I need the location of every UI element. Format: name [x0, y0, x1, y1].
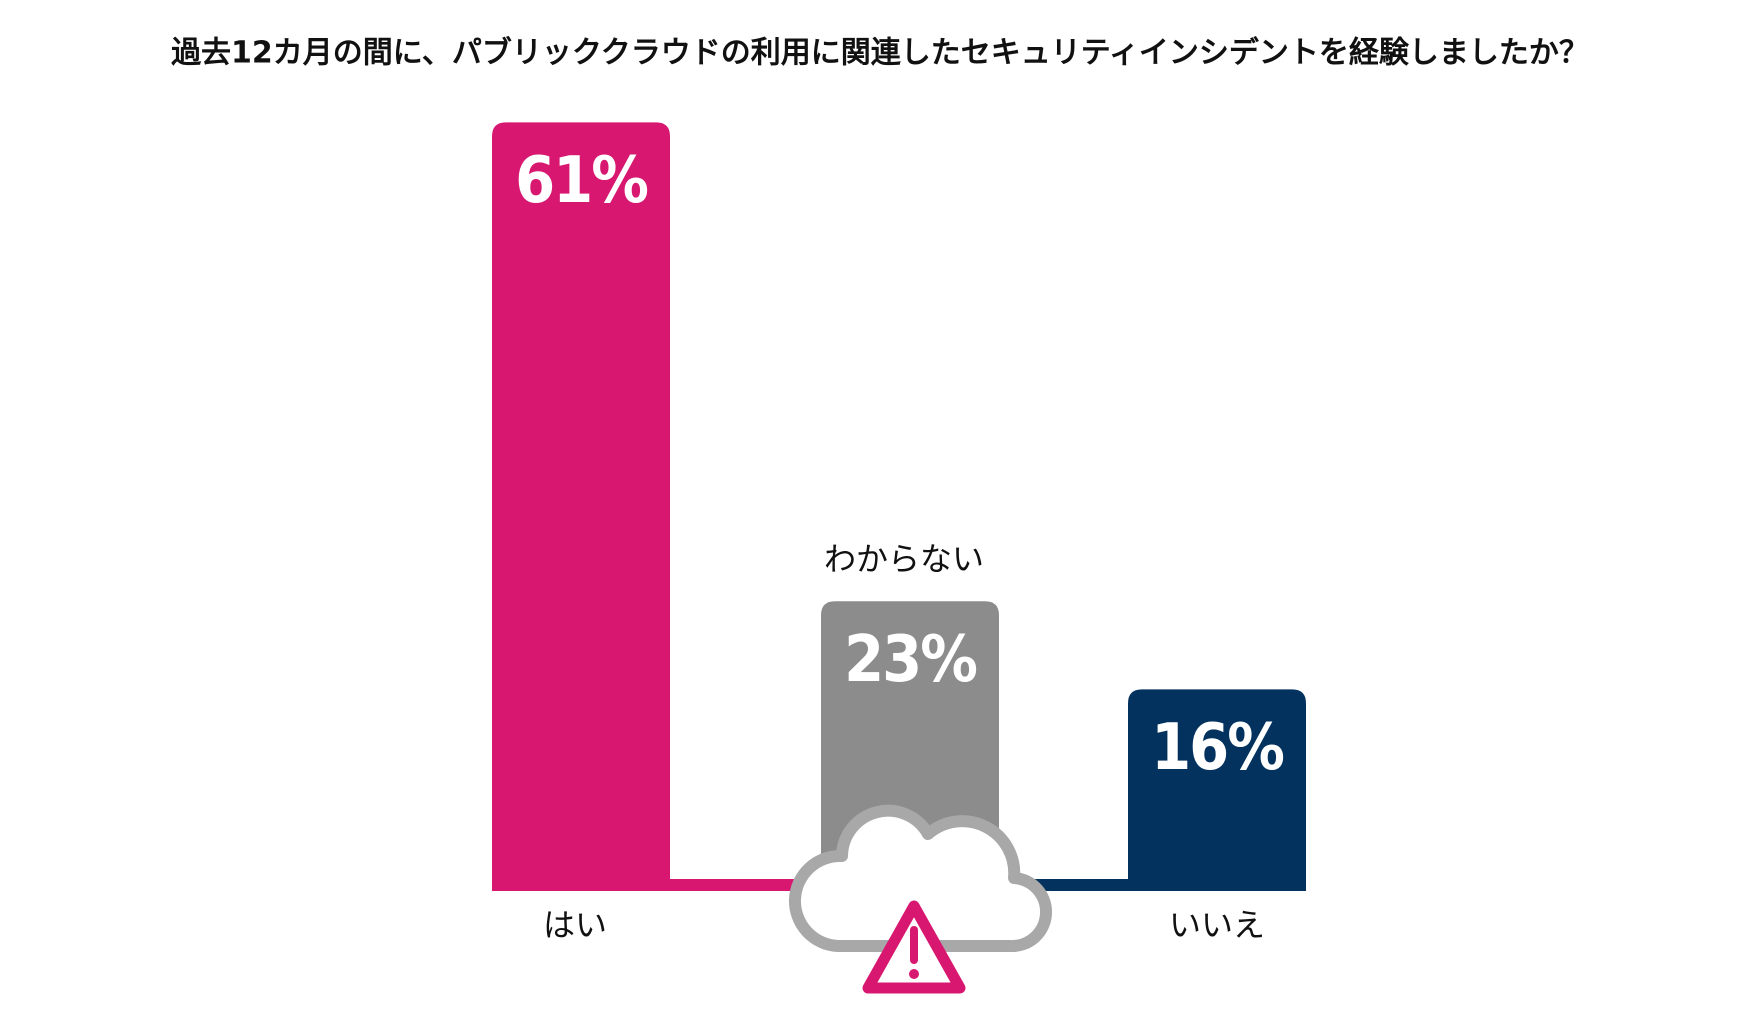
- category-label: はい: [543, 906, 607, 944]
- chart-title: 過去12カ月の間に、パブリッククラウドの利用に関連したセキュリティインシデントを…: [171, 36, 1589, 71]
- category-label: いいえ: [1169, 906, 1265, 944]
- category-label: わからない: [824, 540, 984, 578]
- value-label: 61%: [515, 144, 647, 218]
- value-label: 16%: [1151, 711, 1283, 785]
- bar: [1128, 689, 1306, 891]
- cloud-warning-icon: [789, 804, 1053, 994]
- bar: [492, 122, 670, 891]
- value-label: 23%: [844, 623, 976, 697]
